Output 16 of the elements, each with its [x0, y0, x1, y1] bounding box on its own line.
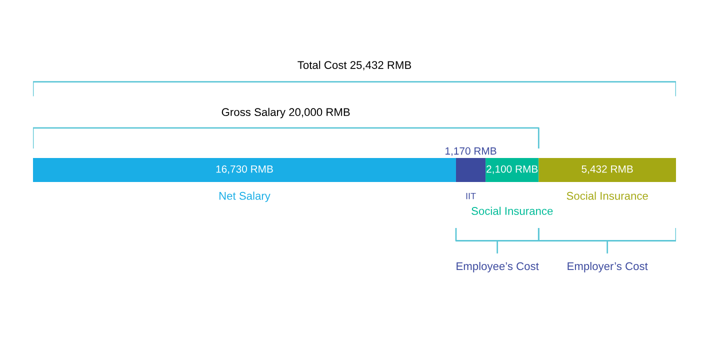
series-label: Net Salary [219, 192, 270, 202]
series-label: IIT [466, 192, 476, 200]
bar [33, 158, 456, 182]
text: Employer’s Cost [568, 262, 648, 272]
bar [456, 158, 486, 182]
text: Employee’s Cost [456, 262, 539, 272]
data-label: 16,730 RMB [216, 165, 273, 174]
data-label: 2,100 RMB [486, 165, 538, 174]
series-label: Social Insurance [566, 192, 648, 200]
text: Total Cost 25,432 RMB [298, 60, 412, 70]
text: Gross Salary 20,000 RMB [222, 108, 350, 118]
text: Social Insurance [472, 206, 553, 215]
data-label: 1,170 RMB [446, 147, 496, 156]
data-label: 5,432 RMB [582, 165, 633, 174]
bar [486, 158, 539, 182]
bar [538, 158, 676, 182]
